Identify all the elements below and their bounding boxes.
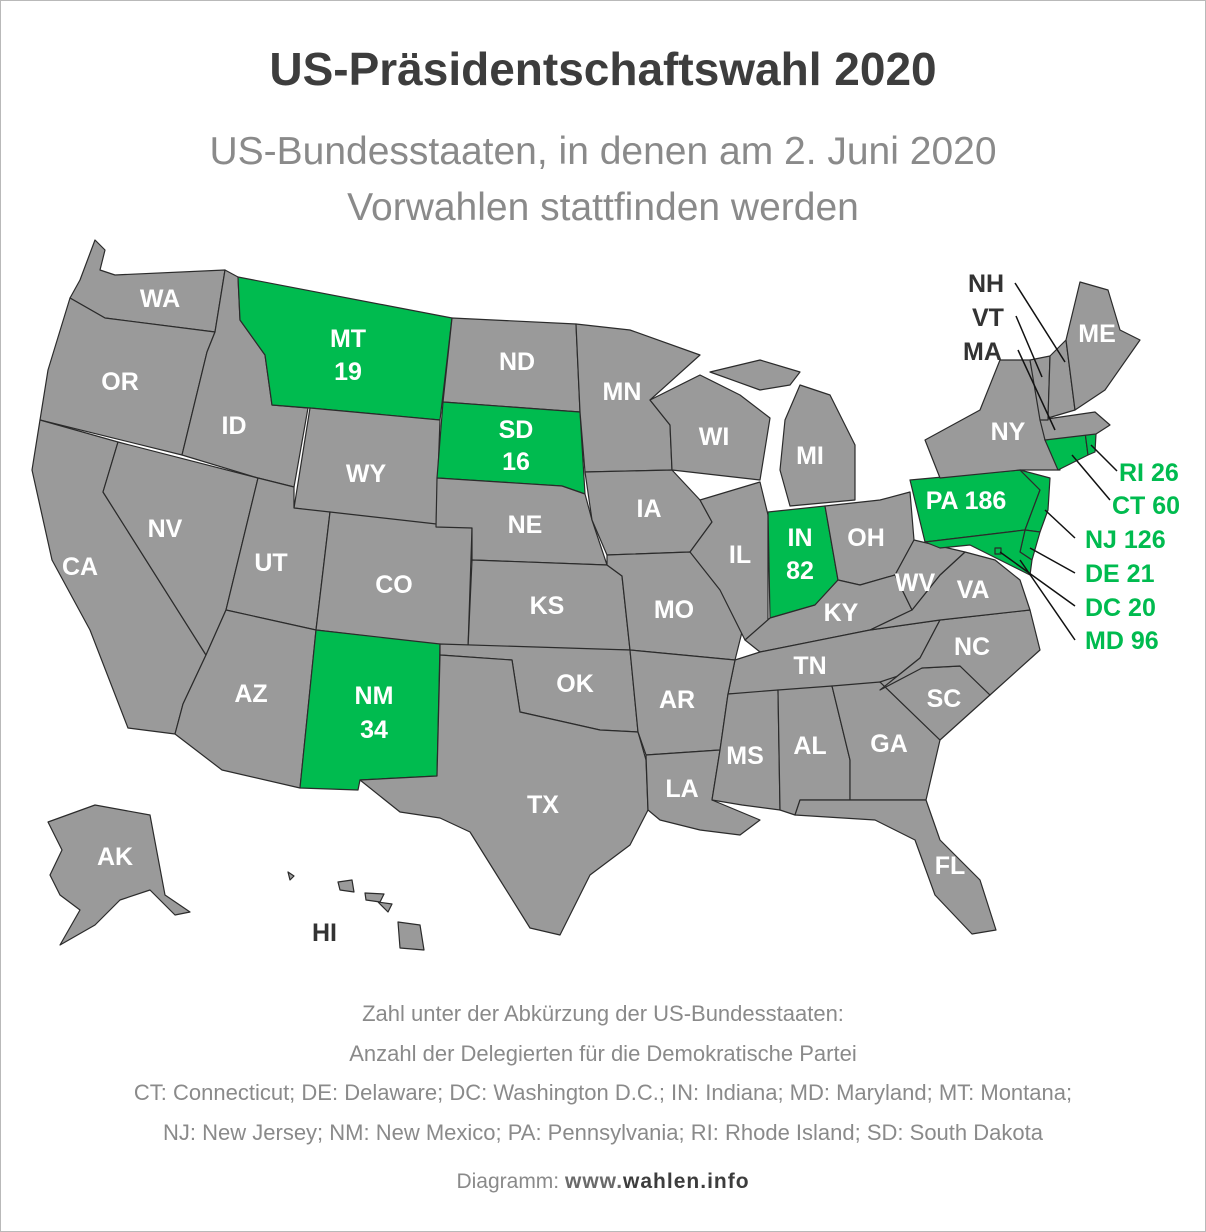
credit: Diagramm: www.wahlen.info [0, 1170, 1206, 1194]
label-ia: IA [637, 495, 662, 523]
label-ak: AK [97, 843, 133, 871]
label-va: VA [957, 576, 990, 604]
note-line-2: Anzahl der Delegierten für die Demokrati… [349, 1041, 857, 1066]
note-line-1: Zahl unter der Abkürzung der US-Bundesst… [362, 1001, 844, 1026]
leader-vt [1015, 315, 1043, 378]
state-vt [1029, 355, 1051, 421]
credit-www: www. [564, 1170, 624, 1193]
state-tx [359, 654, 649, 936]
label-dc: DC 20 [1085, 594, 1156, 622]
label-me: ME [1078, 320, 1116, 348]
label-pa: PA 186 [926, 487, 1007, 515]
state-wv [894, 539, 966, 611]
label-tx: TX [527, 791, 559, 819]
delegates-nm: 34 [360, 716, 388, 744]
delegates-sd: 16 [502, 448, 530, 476]
label-wv: WV [895, 569, 936, 597]
label-nd: ND [499, 348, 535, 376]
label-ny: NY [991, 418, 1026, 446]
label-wa: WA [140, 285, 180, 313]
label-hi: HI [312, 919, 337, 947]
label-mn: MN [603, 378, 642, 406]
label-nc: NC [954, 633, 990, 661]
state-fl [794, 799, 997, 935]
label-la: LA [665, 775, 698, 803]
leader-md [1019, 559, 1076, 641]
label-oh: OH [847, 524, 885, 552]
label-wi: WI [699, 423, 730, 451]
state-ak [47, 804, 191, 946]
label-nj: NJ 126 [1085, 526, 1166, 554]
label-ut: UT [254, 549, 287, 577]
label-co: CO [375, 571, 413, 599]
state-hi [287, 871, 425, 951]
label-mt: MT [330, 325, 366, 353]
subtitle-line-2: Vorwahlen stattfinden werden [347, 186, 859, 229]
label-de: DE 21 [1085, 560, 1155, 588]
label-ga: GA [870, 730, 908, 758]
state-nm[interactable] [299, 629, 441, 791]
state-me [1065, 281, 1141, 411]
us-map: WA OR CA NV ID UT AZ WY CO ND NE KS OK T… [31, 239, 1180, 951]
label-ms: MS [726, 742, 764, 770]
leader-dc [999, 551, 1076, 607]
leader-ri [1090, 444, 1118, 472]
label-id: ID [222, 412, 247, 440]
label-ca: CA [62, 553, 98, 581]
label-ct: CT 60 [1112, 492, 1180, 520]
credit-link[interactable]: www.wahlen.info [565, 1170, 750, 1193]
label-nv: NV [148, 515, 183, 543]
label-ks: KS [530, 592, 565, 620]
delegates-mt: 19 [334, 358, 362, 386]
label-in: IN [788, 524, 813, 552]
label-fl: FL [935, 852, 966, 880]
credit-domain: wahlen.info [623, 1170, 750, 1193]
label-or: OR [101, 368, 139, 396]
label-il: IL [729, 541, 751, 569]
label-ok: OK [556, 670, 594, 698]
label-sc: SC [927, 685, 962, 713]
label-mo: MO [654, 596, 694, 624]
label-nh: NH [968, 270, 1004, 298]
leader-de [1029, 547, 1076, 574]
state-wi [649, 374, 771, 481]
label-al: AL [793, 732, 826, 760]
leader-nh [1014, 282, 1066, 363]
label-ar: AR [659, 686, 695, 714]
label-ne: NE [508, 511, 543, 539]
label-vt: VT [972, 304, 1004, 332]
state-ma [1039, 411, 1111, 441]
note-line-3: CT: Connecticut; DE: Delaware; DC: Washi… [133, 1080, 1073, 1105]
subtitle-line-1: US-Bundesstaaten, in denen am 2. Juni 20… [209, 130, 997, 173]
label-ma: MA [963, 338, 1002, 366]
note-line-4: NJ: New Jersey; NM: New Mexico; PA: Penn… [163, 1120, 1043, 1145]
label-az: AZ [234, 680, 267, 708]
leader-nj [1044, 509, 1076, 539]
label-tn: TN [793, 652, 826, 680]
label-nm: NM [355, 682, 394, 710]
label-ky: KY [824, 599, 859, 627]
credit-prefix: Diagramm: [456, 1170, 560, 1193]
state-dc[interactable] [994, 547, 1002, 555]
state-mi [709, 359, 856, 507]
page-title: US-Präsidentschaftswahl 2020 [269, 43, 937, 95]
label-ri: RI 26 [1119, 459, 1179, 487]
label-wy: WY [346, 460, 387, 488]
label-sd: SD [499, 416, 534, 444]
state-nc [879, 609, 1041, 696]
leader-ct [1071, 454, 1111, 501]
delegates-in: 82 [786, 557, 814, 585]
leader-ma [1017, 349, 1056, 431]
label-mi: MI [796, 442, 824, 470]
label-md: MD 96 [1085, 627, 1159, 655]
